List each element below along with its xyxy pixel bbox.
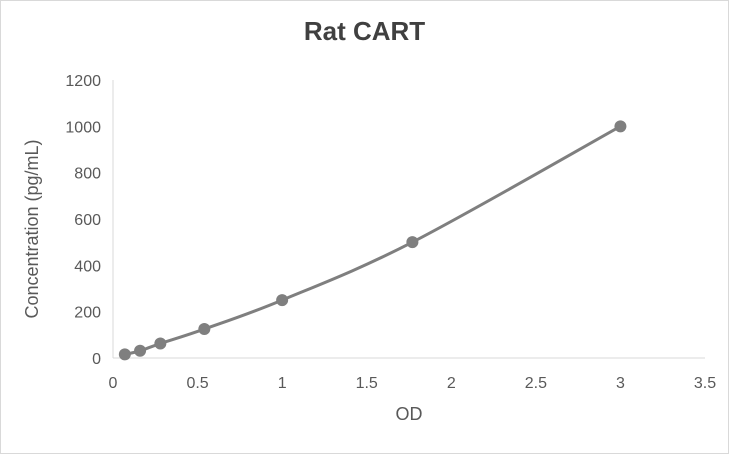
x-tick-label: 2 bbox=[447, 375, 456, 392]
x-tick-label: 0 bbox=[109, 375, 118, 392]
data-point bbox=[614, 120, 627, 133]
x-tick-label: 1.5 bbox=[356, 375, 378, 392]
x-tick-label: 2.5 bbox=[525, 375, 547, 392]
x-tick-label: 3.5 bbox=[694, 375, 716, 392]
data-point bbox=[406, 236, 419, 249]
x-axis-label: OD bbox=[396, 404, 423, 424]
data-points bbox=[118, 120, 627, 361]
x-tick-label: 3 bbox=[616, 375, 625, 392]
y-tick-label: 1200 bbox=[65, 73, 101, 90]
data-point bbox=[154, 337, 167, 350]
chart-title: Rat CART bbox=[303, 16, 426, 46]
y-tick-label: 800 bbox=[74, 166, 101, 183]
y-tick-label: 200 bbox=[74, 305, 101, 322]
x-tick-label: 1 bbox=[278, 375, 287, 392]
series-line bbox=[124, 125, 622, 356]
data-point bbox=[276, 294, 289, 307]
data-point bbox=[134, 344, 147, 357]
data-point bbox=[198, 323, 211, 336]
x-tick-label: 0.5 bbox=[186, 375, 208, 392]
y-tick-label: 600 bbox=[74, 212, 101, 229]
y-tick-label: 1000 bbox=[65, 119, 101, 136]
y-tick-label: 0 bbox=[92, 351, 101, 368]
y-tick-label: 400 bbox=[74, 258, 101, 275]
data-point bbox=[118, 348, 131, 361]
axes: 0 0.5 1 1.5 2 2.5 3 3.5 0 200 400 600 800 1000 1200 bbox=[65, 73, 716, 392]
y-axis-label: Concentration (pg/mL) bbox=[22, 139, 42, 318]
